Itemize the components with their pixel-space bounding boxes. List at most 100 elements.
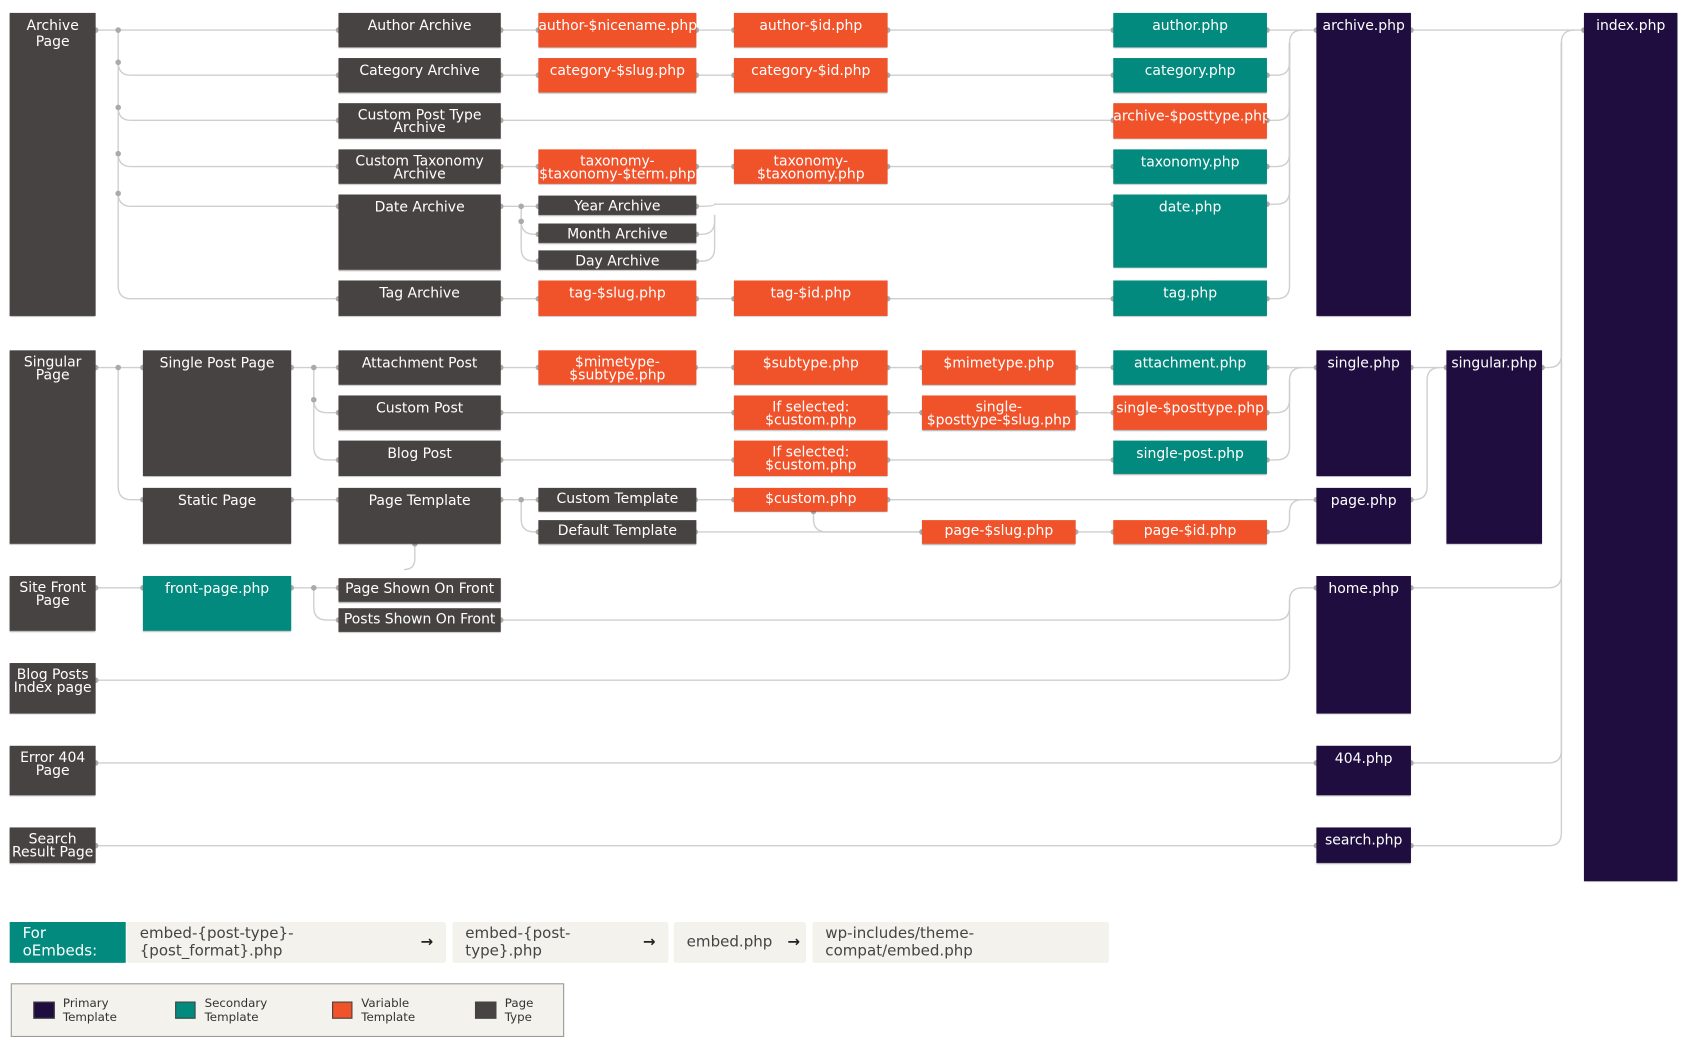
legend-item-primary: Primary Template bbox=[33, 996, 153, 1024]
arrow-right-icon: → bbox=[420, 933, 434, 952]
connector-line bbox=[520, 221, 539, 262]
node-search-page: Search Result Page bbox=[9, 827, 96, 863]
embed-step-label: embed.php bbox=[686, 933, 773, 952]
connector-line bbox=[1266, 29, 1303, 76]
node-default-template: Default Template bbox=[538, 520, 697, 544]
node-page-slug: page-$slug.php bbox=[922, 520, 1076, 544]
node-custom-template: Custom Template bbox=[538, 487, 697, 512]
embed-step-label: embed-{post-type}.php bbox=[465, 925, 571, 960]
connector-dot bbox=[518, 496, 524, 503]
node-author-archive: Author Archive bbox=[338, 12, 501, 48]
node-page-on-front: Page Shown On Front bbox=[338, 578, 501, 602]
connector-line bbox=[117, 153, 339, 208]
node-if-selected-1: If selected: $custom.php bbox=[733, 395, 888, 430]
connector-dot bbox=[310, 364, 317, 371]
node-php404: 404.php bbox=[1316, 745, 1411, 796]
node-day-archive: Day Archive bbox=[538, 250, 697, 270]
connector-dot bbox=[518, 218, 524, 225]
connector-line bbox=[812, 511, 923, 533]
legend-swatch bbox=[331, 1001, 353, 1019]
connector-line bbox=[117, 62, 339, 122]
connector-line bbox=[1266, 42, 1291, 300]
embed-step-label: embed-{post-type}-{post_format}.php bbox=[139, 925, 294, 960]
node-category-php: category.php bbox=[1113, 58, 1267, 93]
node-single-posttype: single-$posttype.php bbox=[1113, 395, 1267, 430]
embed-step-4: wp-includes/theme-compat/embed.php bbox=[812, 922, 1109, 963]
legend-label: Variable Template bbox=[361, 996, 416, 1025]
connector-line bbox=[1266, 366, 1303, 414]
node-tag-id: tag-$id.php bbox=[733, 280, 888, 316]
legend-swatch bbox=[174, 1001, 196, 1019]
connector-line bbox=[1266, 498, 1303, 533]
node-category-slug: category-$slug.php bbox=[538, 58, 697, 93]
connector-dot bbox=[115, 104, 121, 111]
node-author-php: author.php bbox=[1113, 12, 1267, 48]
connector-line bbox=[696, 214, 716, 262]
node-date-php: date.php bbox=[1113, 194, 1267, 268]
connector-line bbox=[1266, 42, 1291, 205]
embed-step-label: wp-includes/theme-compat/embed.php bbox=[825, 925, 975, 960]
node-year-archive: Year Archive bbox=[538, 195, 697, 215]
node-tag-slug: tag-$slug.php bbox=[538, 280, 697, 316]
node-taxonomy-php: taxonomy.php bbox=[1113, 149, 1267, 184]
legend-item-secondary: Secondary Template bbox=[174, 996, 310, 1025]
connector-dot bbox=[115, 27, 121, 33]
connector-line bbox=[696, 203, 1114, 208]
node-static-page: Static Page bbox=[142, 487, 292, 544]
embed-step-1: embed-{post-type}-{post_format}.php → bbox=[126, 922, 446, 963]
legend-item-variable: Variable Template bbox=[331, 996, 454, 1025]
connector-line bbox=[1266, 42, 1291, 122]
node-category-id: category-$id.php bbox=[733, 58, 888, 93]
connector-line bbox=[404, 543, 416, 571]
node-category-archive: Category Archive bbox=[338, 58, 501, 93]
node-mimetype-php: $mimetype.php bbox=[922, 350, 1076, 385]
node-site-front: Site Front Page bbox=[9, 575, 96, 631]
connector-dot bbox=[310, 396, 317, 403]
node-blog-index: Blog Posts Index page bbox=[9, 663, 96, 714]
connector-dot bbox=[310, 585, 317, 591]
connector-line bbox=[117, 367, 143, 501]
connector-line bbox=[500, 587, 1317, 621]
node-custom-php: $custom.php bbox=[733, 487, 888, 512]
node-single-post-page: Single Post Page bbox=[142, 350, 292, 477]
node-blog-post: Blog Post bbox=[338, 440, 501, 477]
node-front-page-php: front-page.php bbox=[142, 575, 292, 631]
connector-dot bbox=[115, 59, 121, 66]
connector-line bbox=[1266, 380, 1291, 461]
node-date-archive: Date Archive bbox=[338, 194, 501, 270]
node-page-id: page-$id.php bbox=[1113, 520, 1267, 544]
node-attachment-php: attachment.php bbox=[1113, 350, 1267, 385]
node-attachment-post: Attachment Post bbox=[338, 350, 501, 385]
connector-line bbox=[696, 214, 716, 235]
oembeds-label: For oEmbeds: bbox=[9, 922, 126, 963]
node-singular-php: singular.php bbox=[1446, 350, 1543, 544]
node-home-php: home.php bbox=[1316, 575, 1411, 714]
node-single-posttype-slug: single- $posttype-$slug.php bbox=[922, 395, 1076, 430]
legend-swatch bbox=[475, 1001, 497, 1019]
node-singular-page: Singular Page bbox=[9, 350, 96, 544]
node-single-php: single.php bbox=[1316, 350, 1411, 477]
node-author-nicename: author-$nicename.php bbox=[538, 12, 697, 48]
legend-label: Secondary Template bbox=[204, 996, 268, 1025]
embed-step-3: embed.php → bbox=[673, 922, 806, 963]
node-tag-php: tag.php bbox=[1113, 280, 1267, 316]
legend-label: Page Type bbox=[504, 996, 534, 1025]
connector-line bbox=[313, 587, 339, 621]
connector-line bbox=[313, 367, 339, 414]
arrow-right-icon: → bbox=[787, 933, 801, 952]
connector-line bbox=[1266, 42, 1291, 168]
arrow-right-icon: → bbox=[642, 933, 656, 952]
legend-item-page-type: Page Type bbox=[475, 996, 556, 1024]
connector-line bbox=[95, 600, 1291, 681]
node-page-template: Page Template bbox=[338, 487, 501, 544]
node-mimetype-subtype: $mimetype- $subtype.php bbox=[538, 350, 697, 385]
node-page-php: page.php bbox=[1316, 487, 1411, 544]
node-archive-php: archive.php bbox=[1316, 12, 1411, 316]
node-posts-on-front: Posts Shown On Front bbox=[338, 608, 501, 632]
connector-line bbox=[313, 399, 339, 461]
node-cpt-archive: Custom Post Type Archive bbox=[338, 103, 501, 139]
connector-dot bbox=[115, 150, 121, 157]
connector-dot bbox=[518, 203, 524, 210]
connector-line bbox=[1542, 29, 1575, 369]
